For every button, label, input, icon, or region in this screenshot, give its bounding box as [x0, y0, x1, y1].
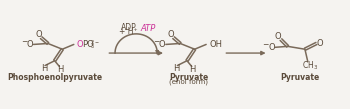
Text: O: O: [159, 40, 165, 49]
Text: O: O: [275, 32, 281, 41]
Text: O: O: [268, 43, 275, 52]
Text: −: −: [21, 37, 27, 46]
Text: −: −: [262, 40, 269, 49]
Text: H: H: [41, 64, 47, 73]
Text: H: H: [173, 64, 180, 73]
Text: O: O: [77, 40, 83, 49]
Text: OH: OH: [210, 40, 223, 49]
Text: O: O: [26, 40, 33, 49]
Text: Pyruvate: Pyruvate: [169, 72, 209, 82]
Text: Pyruvate: Pyruvate: [280, 72, 320, 82]
Text: + H⁺: + H⁺: [119, 27, 138, 37]
Text: ADP: ADP: [121, 23, 136, 32]
Text: PO: PO: [83, 40, 94, 49]
Text: O: O: [317, 39, 324, 48]
Text: $_3^{2-}$: $_3^{2-}$: [90, 39, 100, 52]
Text: CH$_3$: CH$_3$: [302, 59, 318, 72]
Text: −: −: [153, 37, 160, 46]
Text: O: O: [35, 30, 42, 39]
Text: Phosphoenolpyruvate: Phosphoenolpyruvate: [7, 72, 102, 82]
Text: (enol form): (enol form): [169, 79, 208, 85]
Text: O: O: [167, 30, 174, 39]
Text: H: H: [190, 65, 196, 74]
Text: H: H: [57, 65, 64, 74]
Text: ATP: ATP: [140, 24, 155, 33]
